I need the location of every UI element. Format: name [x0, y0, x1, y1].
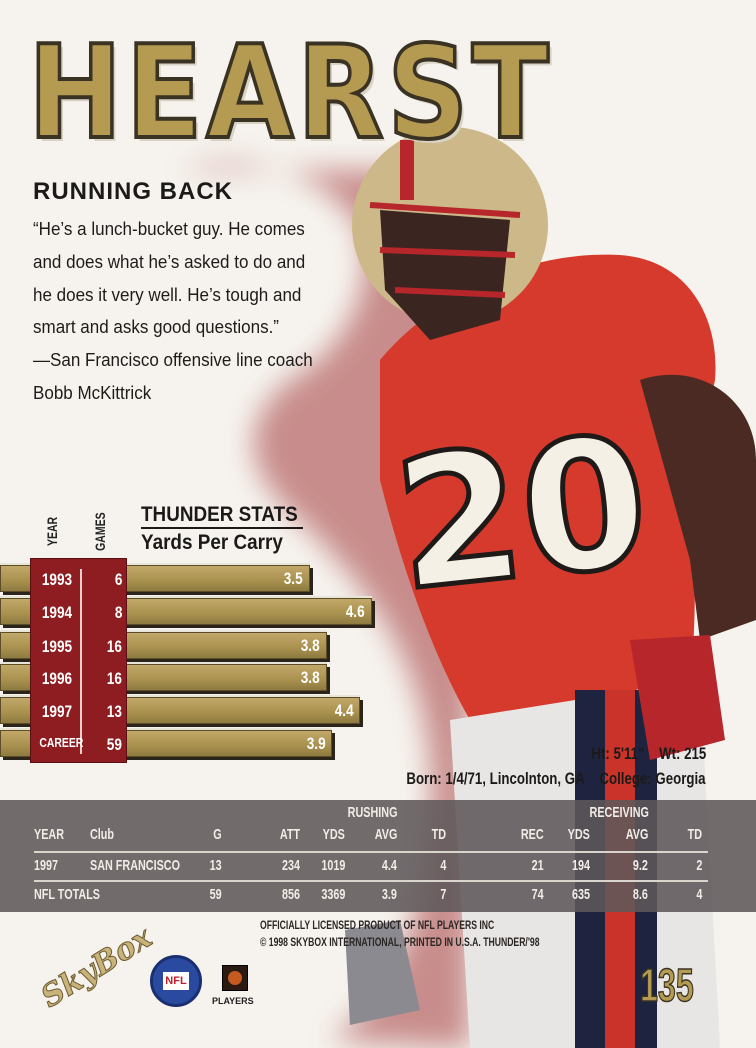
- arm: [640, 374, 756, 640]
- stats-cell: 4: [695, 886, 702, 903]
- games-value: 8: [114, 603, 122, 622]
- year-label: CAREER: [39, 735, 84, 750]
- year-label: 1995: [41, 637, 73, 656]
- year-games-row: 1997 13: [31, 698, 128, 725]
- stats-cell: 59: [209, 886, 222, 903]
- chart-title: THUNDER STATS: [141, 503, 304, 529]
- quote-line: —San Francisco offensive line coach: [33, 349, 313, 371]
- stats-header: ATT: [279, 826, 300, 843]
- ypc-value-label: 3.9: [306, 734, 326, 753]
- year-label: 1996: [41, 669, 73, 688]
- stats-cell: 1997: [34, 857, 59, 874]
- ypc-value-label: 3.8: [300, 668, 320, 687]
- games-value: 13: [106, 702, 122, 721]
- ypc-value-label: 4.6: [345, 602, 365, 621]
- quote: “He’s a lunch-bucket guy. He comes and d…: [33, 213, 313, 410]
- stats-cell: 194: [571, 857, 590, 874]
- stats-header: TD: [431, 826, 446, 843]
- year-games-row: 1996 16: [31, 665, 128, 692]
- year-games-row: 1994 8: [31, 599, 128, 626]
- year-games-row: CAREER 59: [31, 731, 128, 758]
- stats-cell: 635: [571, 886, 590, 903]
- born: Born: 1/4/71, Lincolnton, GA: [406, 769, 586, 788]
- stats-header: YDS: [322, 826, 345, 843]
- year-column-label: YEAR: [44, 516, 60, 547]
- stats-header: G: [213, 826, 222, 843]
- nfl-shield-icon: NFL: [150, 955, 202, 1007]
- glove-left: [345, 920, 420, 1025]
- receiving-group-label: RECEIVING: [589, 804, 649, 821]
- stats-cell: 21: [531, 857, 544, 874]
- stats-cell: 13: [209, 857, 222, 874]
- quote-line: he does it very well. He’s tough and: [33, 283, 302, 305]
- height-weight: Ht: 5'11" Wt: 215: [591, 744, 706, 764]
- year-games-column: 1993 6 1994 8 1995 16 1996 16 1997 13 CAREER 59: [30, 558, 127, 763]
- year-label: 1997: [41, 702, 73, 721]
- stats-cell: 3.9: [381, 886, 397, 903]
- stats-cell: SAN FRANCISCO: [90, 857, 181, 874]
- quote-line: Bobb McKittrick: [33, 381, 152, 403]
- stats-header: AVG: [625, 826, 648, 843]
- year-games-row: 1995 16: [31, 633, 128, 660]
- stats-table: RUSHING RECEIVING YEAR Club G ATT YDS AVG TD RE…: [0, 800, 756, 912]
- stats-cell: 2: [695, 857, 702, 874]
- quote-line: smart and asks good questions.”: [33, 316, 279, 338]
- face: [380, 210, 510, 340]
- stats-cell: 856: [281, 886, 300, 903]
- stats-cell: 234: [281, 857, 300, 874]
- jersey-number: 20: [386, 397, 657, 631]
- card-number: 135: [639, 958, 694, 1012]
- games-value: 16: [106, 669, 122, 688]
- stats-cell: 1019: [320, 857, 345, 874]
- height: Ht: 5'11": [591, 744, 645, 763]
- quote-line: “He’s a lunch-bucket guy. He comes: [33, 218, 305, 239]
- jersey: [380, 254, 716, 721]
- stats-cell: 7: [439, 886, 446, 903]
- stats-cell: 4: [439, 857, 446, 874]
- stats-cell: 3369: [320, 886, 345, 903]
- license-text: OFFICIALLY LICENSED PRODUCT OF NFL PLAYE…: [260, 918, 495, 932]
- rushing-group-label: RUSHING: [347, 804, 398, 821]
- games-value: 16: [106, 637, 122, 656]
- stats-cell: NFL TOTALS: [34, 886, 101, 903]
- year-label: 1994: [41, 603, 73, 622]
- stats-cell: 4.4: [381, 857, 397, 874]
- stats-cell: 8.6: [632, 886, 648, 903]
- ypc-value-label: 3.5: [284, 569, 303, 588]
- player-name: HEARST: [26, 19, 553, 168]
- weight: Wt: 215: [658, 744, 706, 763]
- games-value: 59: [106, 735, 122, 754]
- player-position: RUNNING BACK: [33, 178, 233, 205]
- glove: [630, 635, 725, 760]
- players-inc-label: PLAYERS: [212, 996, 254, 1006]
- copyright-text: © 1998 SKYBOX INTERNATIONAL, PRINTED IN …: [260, 935, 540, 949]
- ypc-value-label: 4.4: [334, 701, 354, 720]
- college: College: Georgia: [599, 769, 706, 788]
- stats-cell: 9.2: [632, 857, 648, 874]
- players-inc-icon: [222, 965, 248, 991]
- stats-header: REC: [521, 826, 544, 843]
- quote-line: and does what he’s asked to do and: [33, 250, 306, 272]
- stats-header: Club: [90, 826, 114, 843]
- nfl-logo-text: NFL: [163, 972, 189, 990]
- stats-header: TD: [687, 826, 702, 843]
- ypc-value-label: 3.8: [300, 636, 320, 655]
- born-college: Born: 1/4/71, Lincolnton, GA College: Ge…: [407, 769, 706, 789]
- chart-subtitle: Yards Per Carry: [141, 531, 283, 554]
- stats-header: YEAR: [34, 826, 65, 843]
- games-value: 6: [114, 570, 122, 589]
- year-label: 1993: [41, 570, 73, 589]
- games-column-label: GAMES: [92, 512, 108, 551]
- stats-cell: 74: [531, 886, 544, 903]
- stats-header: YDS: [567, 826, 590, 843]
- year-games-row: 1993 6: [31, 566, 128, 593]
- stats-header: AVG: [374, 826, 397, 843]
